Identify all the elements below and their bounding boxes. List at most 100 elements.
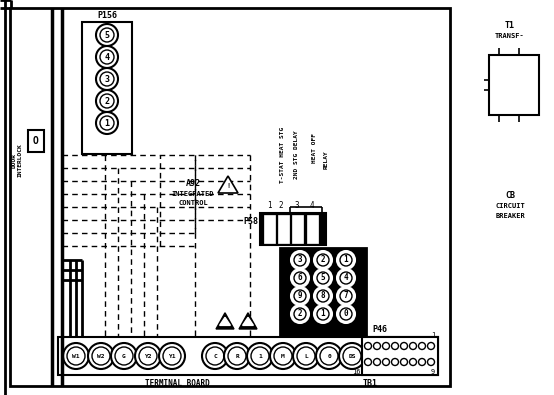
Text: BREAKER: BREAKER [495,213,525,219]
Circle shape [428,342,434,350]
Circle shape [340,272,352,284]
Text: R: R [235,354,239,359]
Text: 4: 4 [105,53,110,62]
Circle shape [428,359,434,365]
Text: 4: 4 [310,201,314,209]
Polygon shape [218,176,238,193]
Bar [260,213,326,245]
Circle shape [100,72,114,86]
Circle shape [297,347,315,365]
Circle shape [100,28,114,42]
Circle shape [316,343,342,369]
Text: P46: P46 [372,325,387,335]
Text: 9: 9 [297,292,302,301]
Text: 6: 6 [297,273,302,282]
Circle shape [228,347,246,365]
Text: 4: 4 [343,273,348,282]
Circle shape [139,347,157,365]
Circle shape [401,342,408,350]
Circle shape [392,342,398,350]
Bar [362,337,438,375]
Text: 9: 9 [431,369,435,375]
Circle shape [96,24,118,46]
Text: 2: 2 [105,96,110,105]
Bar [292,215,303,243]
Circle shape [294,254,306,266]
Text: TERMINAL BOARD: TERMINAL BOARD [145,378,210,387]
Text: 0: 0 [327,354,331,359]
Circle shape [317,308,329,320]
Text: 1: 1 [321,310,325,318]
Text: W2: W2 [98,354,105,359]
Circle shape [96,112,118,134]
Text: HEAT OFF: HEAT OFF [311,133,316,163]
Text: CIRCUIT: CIRCUIT [495,203,525,209]
Text: Y1: Y1 [168,354,176,359]
Text: CB: CB [505,190,515,199]
Circle shape [314,287,332,305]
Circle shape [293,343,319,369]
Text: A92: A92 [186,179,201,188]
Text: M: M [281,354,285,359]
Circle shape [365,359,372,365]
Bar [28,130,44,152]
Text: 8: 8 [358,332,362,338]
Circle shape [135,343,161,369]
Circle shape [337,305,355,323]
Circle shape [409,359,417,365]
Circle shape [382,359,389,365]
Bar [307,215,318,243]
Text: DOOR
INTERLOCK: DOOR INTERLOCK [12,143,22,177]
Circle shape [294,290,306,302]
Bar [82,22,132,154]
Text: O: O [33,136,39,146]
Circle shape [340,290,352,302]
Circle shape [274,347,292,365]
Circle shape [320,347,338,365]
Text: !: ! [226,183,230,189]
Circle shape [392,359,398,365]
Text: T-STAT HEAT STG: T-STAT HEAT STG [280,127,285,183]
Text: 3: 3 [297,256,302,265]
Text: 2: 2 [321,256,325,265]
Circle shape [88,343,114,369]
Text: 7: 7 [343,292,348,301]
Text: 2: 2 [279,201,283,209]
Circle shape [337,287,355,305]
Circle shape [314,305,332,323]
Circle shape [291,251,309,269]
Circle shape [340,254,352,266]
Text: 1: 1 [266,201,271,209]
Text: CONTROL: CONTROL [178,200,208,206]
Text: P156: P156 [97,11,117,19]
Text: G: G [122,354,126,359]
Circle shape [115,347,133,365]
Circle shape [291,269,309,287]
Bar [264,215,275,243]
Bar [10,8,450,386]
Text: INTEGRATED: INTEGRATED [172,191,214,197]
Text: 1: 1 [431,332,435,338]
Text: 0: 0 [343,310,348,318]
Circle shape [202,343,228,369]
Circle shape [96,90,118,112]
Circle shape [92,347,110,365]
Circle shape [317,254,329,266]
Circle shape [314,251,332,269]
Circle shape [291,305,309,323]
Text: 5: 5 [321,273,325,282]
Text: 1: 1 [258,354,262,359]
Text: Y2: Y2 [144,354,152,359]
Circle shape [270,343,296,369]
Circle shape [96,46,118,68]
Polygon shape [219,317,230,325]
Text: !: ! [246,318,250,324]
Circle shape [294,308,306,320]
Circle shape [291,287,309,305]
Circle shape [337,251,355,269]
Text: 16: 16 [352,369,360,375]
Circle shape [100,94,114,108]
Circle shape [111,343,137,369]
Circle shape [317,290,329,302]
Text: 1: 1 [105,118,110,128]
